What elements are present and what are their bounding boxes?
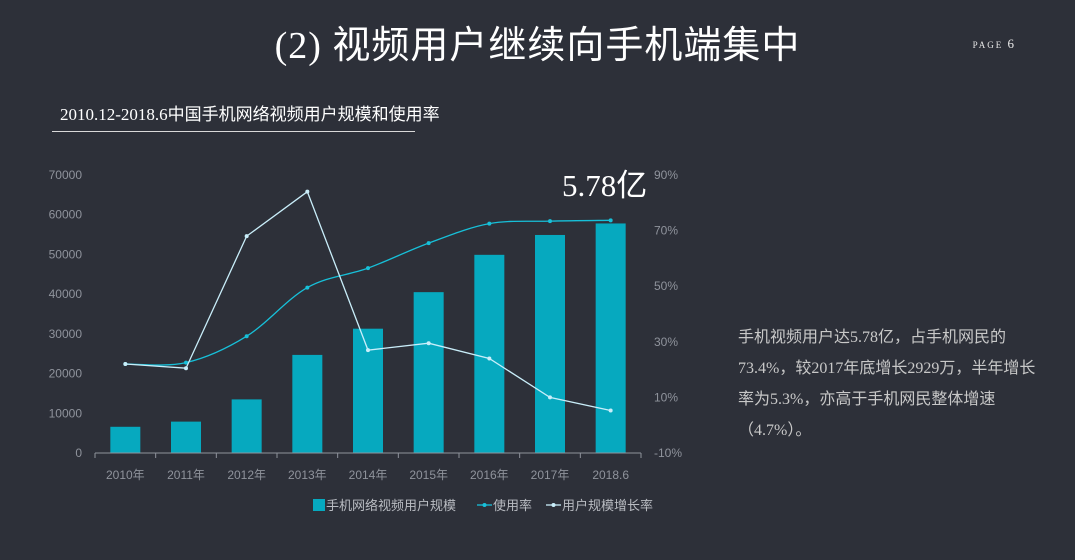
y2-tick-label: 70% [654,224,678,238]
chart-legend: 手机网络视频用户规模 使用率 用户规模增长率 [313,498,653,513]
y2-tick-label: 90% [654,168,678,182]
x-tick-label: 2018.6 [592,468,629,482]
y-tick-label: 30000 [49,327,83,341]
x-tick-label: 2016年 [470,468,509,482]
slide-title: (2) 视频用户继续向手机端集中 [274,25,801,67]
bar [171,421,201,453]
y-tick-label: 40000 [49,287,83,301]
usage-point [548,219,552,224]
usage-point [426,241,431,246]
x-tick-label: 2013年 [288,468,327,482]
page-number: PAGE 6 [973,36,1015,52]
growth-point [608,408,613,413]
chart-axes: 2010年 2011年 2012年 2013年 2014年 2015年 2016年 2017年… [49,168,683,482]
x-tick-label: 2010年 [106,468,145,482]
legend-label-bar: 手机网络视频用户规模 [326,498,456,513]
x-tick-label: 2015年 [409,468,448,482]
highlight-number: 5.78亿 [562,168,648,203]
usage-point [244,334,249,339]
bar [595,223,626,453]
bar-series [110,223,626,453]
x-tick-label: 2017年 [531,468,570,482]
growth-point [184,366,188,371]
y-tick-label: 60000 [49,208,83,222]
x-tick-label: 2012年 [227,468,266,482]
growth-point [123,362,128,367]
legend-label-usage: 使用率 [493,498,532,513]
y2-tick-label: 10% [654,390,678,404]
legend-marker-growth [551,503,556,507]
usage-point [184,360,188,365]
x-tick-label: 2011年 [167,468,205,482]
y2-tick-label: -10% [654,446,682,460]
y-tick-label: 70000 [49,168,83,182]
legend-swatch-bar [313,499,325,511]
summary-text: 手机视频用户达5.78亿，占手机网民的73.4%，较2017年底增长2929万，… [738,329,1036,439]
y-tick-label: 10000 [49,406,83,420]
y-tick-label: 20000 [49,367,83,381]
growth-point [305,189,310,194]
bar [292,354,323,453]
growth-point [487,356,492,361]
bar [474,254,505,453]
growth-point [366,348,370,353]
legend-marker-usage [482,503,487,507]
y2-tick-label: 50% [654,279,678,293]
bar [535,234,565,453]
page-label: PAGE [972,40,1004,50]
y-tick-label: 50000 [49,247,83,261]
usage-point [608,218,613,223]
usage-point [305,285,310,290]
usage-point [487,221,492,226]
page-number-value: 6 [1007,36,1015,51]
y-tick-label: 0 [75,446,82,460]
growth-point [548,395,552,400]
chart-subtitle: 2010.12-2018.6中国手机网络视频用户规模和使用率 [60,105,440,124]
growth-point [426,341,431,346]
growth-point [244,234,249,239]
y2-tick-label: 30% [654,335,678,349]
x-tick-label: 2014年 [349,468,388,482]
growth-line-series [123,189,613,413]
bar [231,399,262,453]
usage-point [366,266,370,271]
bar [110,426,141,453]
legend-label-growth: 用户规模增长率 [562,498,653,513]
subtitle-underline [52,131,415,132]
bar [413,292,444,453]
bar [353,328,383,453]
